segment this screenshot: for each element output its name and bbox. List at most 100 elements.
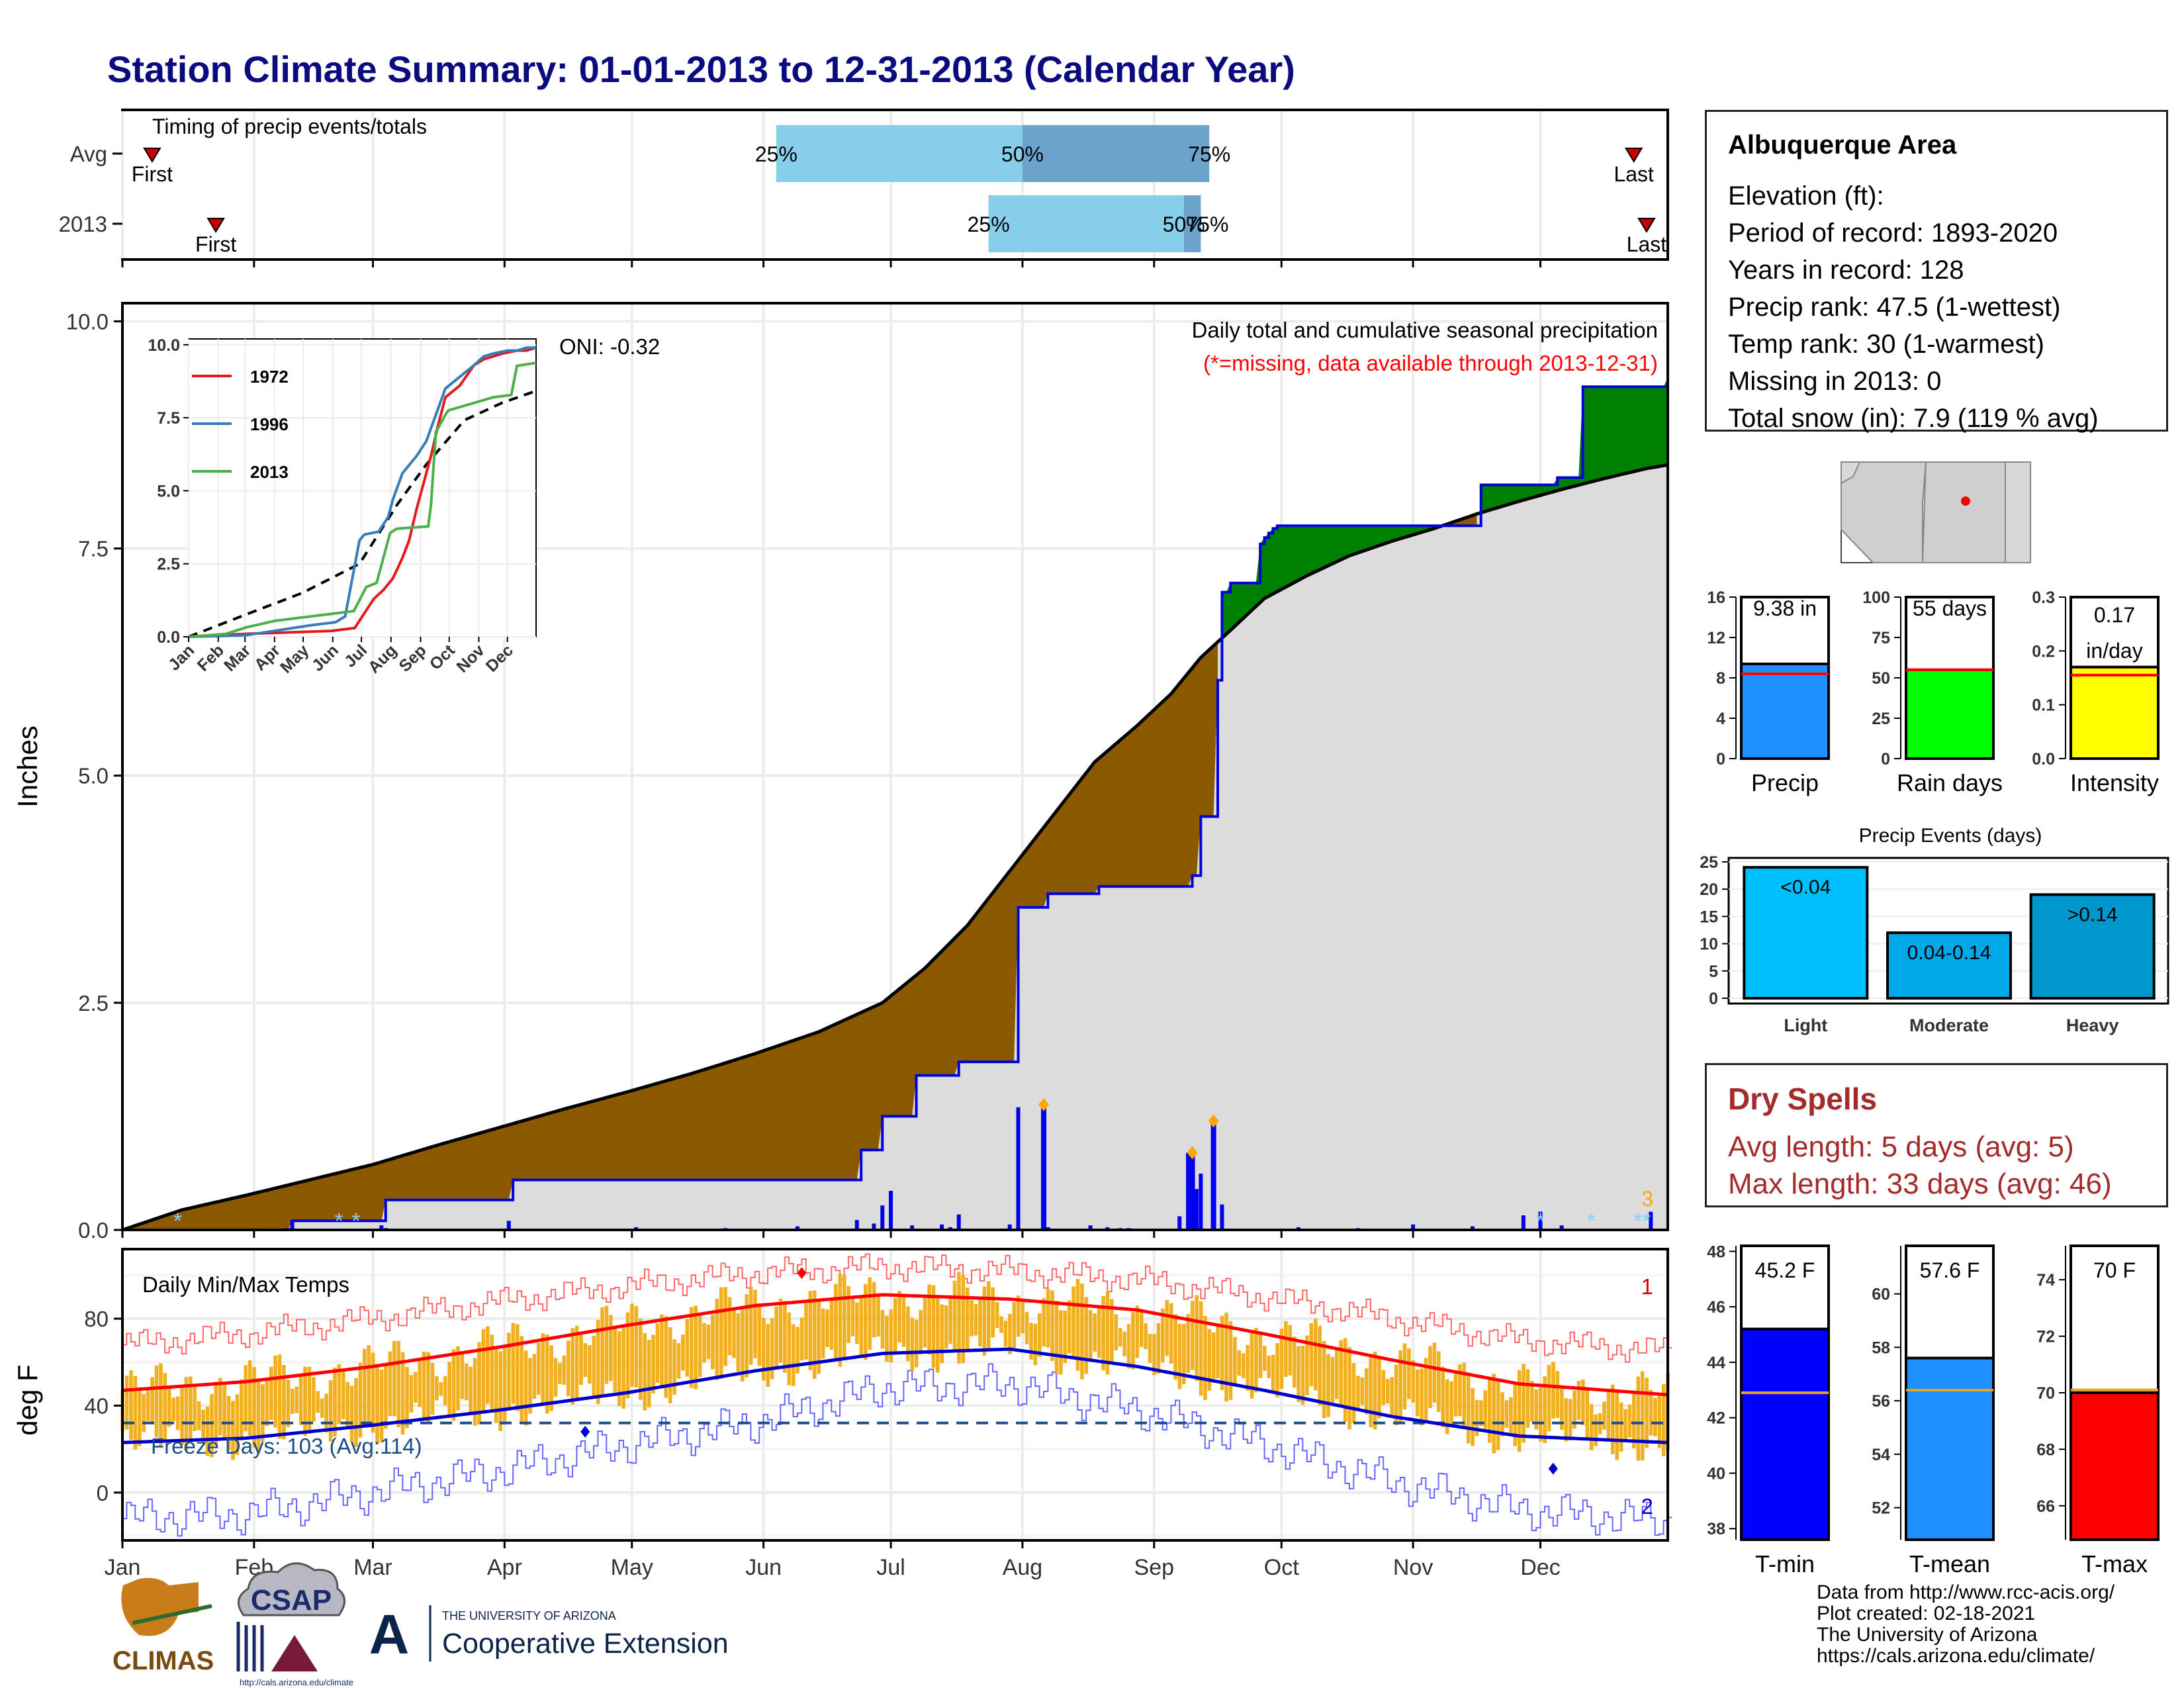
temps-daily-bar bbox=[596, 1319, 600, 1404]
temps-daily-bar bbox=[1487, 1378, 1492, 1443]
intensity-bar-ytick-label: 0.2 bbox=[2032, 642, 2055, 661]
temps-daily-bar bbox=[952, 1280, 957, 1353]
temps-daily-bar bbox=[218, 1378, 222, 1436]
temps-daily-bar bbox=[740, 1306, 745, 1382]
temps-ytick-label: 0 bbox=[97, 1481, 109, 1505]
temps-daily-bar bbox=[1071, 1286, 1075, 1358]
precip-daily-bar bbox=[910, 1225, 915, 1230]
temps-daily-bar bbox=[1250, 1333, 1254, 1399]
ua-logo-bottom: Cooperative Extension bbox=[442, 1628, 729, 1660]
intensity-bar-label: Intensity bbox=[2070, 769, 2159, 796]
temps-daily-bar bbox=[621, 1325, 625, 1409]
precip-daily-bar bbox=[1186, 1152, 1191, 1230]
temps-daily-bar bbox=[1093, 1313, 1097, 1352]
temps-daily-bar bbox=[698, 1313, 702, 1378]
precip-daily-bar bbox=[290, 1221, 295, 1230]
temps-daily-bar bbox=[914, 1319, 919, 1368]
precip-total-bar-ytick-label: 8 bbox=[1716, 669, 1725, 688]
temps-frame bbox=[121, 1248, 1669, 1542]
temps-daily-bar bbox=[1386, 1379, 1390, 1404]
temps-daily-bar bbox=[1369, 1356, 1373, 1427]
temps-daily-bar bbox=[1262, 1346, 1267, 1371]
timing-label-50: 50% bbox=[1001, 142, 1044, 166]
temps-daily-bar bbox=[1203, 1315, 1207, 1400]
precip-daily-bar bbox=[1538, 1211, 1543, 1230]
precip-daily-bar bbox=[379, 1225, 384, 1230]
temps-daily-bar bbox=[625, 1312, 630, 1399]
temps-daily-bar bbox=[1233, 1336, 1237, 1387]
precip-daily-bar bbox=[1296, 1227, 1300, 1230]
temps-daily-bar bbox=[1594, 1414, 1598, 1446]
temps-ytick-label: 40 bbox=[84, 1393, 109, 1418]
tmean-bar-value: 57.6 F bbox=[1920, 1258, 1980, 1282]
intensity-bar-value-unit: in/day bbox=[2086, 639, 2142, 663]
temps-daily-bar bbox=[435, 1376, 439, 1401]
tmin-bar-ytick-label: 48 bbox=[1707, 1243, 1725, 1261]
inset-legend-label: 1996 bbox=[250, 414, 289, 434]
dry-spells-box: Dry Spells Avg length: 5 days (avg: 5) M… bbox=[1705, 1063, 2168, 1207]
temps-daily-bar bbox=[1042, 1298, 1046, 1347]
temps-daily-bar bbox=[664, 1316, 668, 1398]
ua-logo-top: THE UNIVERSITY OF ARIZONA bbox=[442, 1609, 616, 1622]
temps-daily-bar bbox=[676, 1342, 681, 1379]
temps-daily-bar bbox=[1300, 1345, 1305, 1405]
temps-daily-bar bbox=[1500, 1392, 1504, 1437]
climas-logo-swoosh bbox=[132, 1604, 212, 1625]
temps-daily-bar bbox=[1326, 1354, 1330, 1417]
inset-legend-label: 1972 bbox=[250, 367, 289, 387]
csap-rain-lines bbox=[236, 1622, 264, 1671]
timing-row-label: 2013 bbox=[59, 212, 107, 236]
temps-daily-bar bbox=[481, 1329, 486, 1413]
temps-daily-bar bbox=[1649, 1389, 1653, 1436]
map-station-marker bbox=[1961, 496, 1970, 506]
temps-daily-bar bbox=[863, 1284, 868, 1360]
info-period: Period of record: 1893-2020 bbox=[1728, 218, 2058, 248]
temps-daily-bar bbox=[970, 1300, 974, 1336]
temps-daily-bar bbox=[1275, 1342, 1279, 1397]
temps-daily-bar bbox=[999, 1316, 1003, 1333]
temps-daily-bar bbox=[328, 1380, 333, 1442]
precip-daily-bar bbox=[1016, 1107, 1021, 1230]
temps-daily-bar bbox=[256, 1378, 261, 1452]
temps-daily-bar bbox=[991, 1287, 995, 1338]
temps-daily-bar bbox=[1517, 1370, 1522, 1452]
freeze-days-label: Freeze Days: 103 (Avg:114) bbox=[151, 1434, 422, 1458]
temps-daily-bar bbox=[1509, 1397, 1513, 1434]
precip-2013-line bbox=[122, 377, 1669, 1231]
temps-daily-bar bbox=[799, 1317, 804, 1361]
tmax-bar-ytick-label: 70 bbox=[2036, 1384, 2055, 1403]
temps-daily-bar bbox=[1224, 1313, 1228, 1402]
location-map bbox=[1841, 461, 2031, 563]
precip-events-chart: Precip Events (days) 0 5 10 15 20 25 <0.04 Ligh… bbox=[1700, 825, 2169, 1035]
temps-daily-bar bbox=[600, 1307, 604, 1397]
temps-daily-bar bbox=[901, 1294, 906, 1347]
rain-days-bar-value: 55 days bbox=[1913, 596, 1987, 620]
temps-daily-bar bbox=[392, 1340, 396, 1417]
timing-label-50: 50% bbox=[1163, 212, 1205, 236]
month-label: Oct bbox=[1264, 1555, 1299, 1580]
timing-last-label: Last bbox=[1614, 162, 1654, 186]
inset-grid bbox=[188, 339, 536, 637]
temps-daily-bar bbox=[1377, 1357, 1381, 1419]
ua-logo-letter: A bbox=[369, 1603, 410, 1665]
temps-daily-bar bbox=[1080, 1284, 1084, 1380]
temps-daily-bar bbox=[1330, 1356, 1335, 1406]
ua-logo: A THE UNIVERSITY OF ARIZONA Cooperative … bbox=[363, 1603, 729, 1665]
temps-daily-bar bbox=[1390, 1377, 1394, 1415]
temps-daily-bar bbox=[1075, 1279, 1080, 1371]
temps-daily-bar bbox=[1148, 1334, 1152, 1364]
intensity-bar-bar bbox=[2070, 665, 2160, 760]
timing-label-25: 25% bbox=[968, 212, 1010, 236]
temps-daily-bar bbox=[834, 1284, 838, 1362]
precip-max-marker bbox=[1187, 1146, 1198, 1160]
tmax-bar-value: 70 F bbox=[2093, 1258, 2136, 1282]
temps-daily-bar bbox=[1462, 1362, 1467, 1429]
inset-ytick-label: 2.5 bbox=[157, 555, 180, 574]
temps-daily-bar bbox=[630, 1303, 634, 1387]
snow-marker: * bbox=[351, 1209, 360, 1234]
precip-daily-bar bbox=[1470, 1226, 1475, 1230]
precip-daily-bar bbox=[1199, 1173, 1203, 1230]
temps-daily-bar bbox=[193, 1387, 197, 1431]
temps-daily-bar bbox=[1220, 1315, 1224, 1391]
